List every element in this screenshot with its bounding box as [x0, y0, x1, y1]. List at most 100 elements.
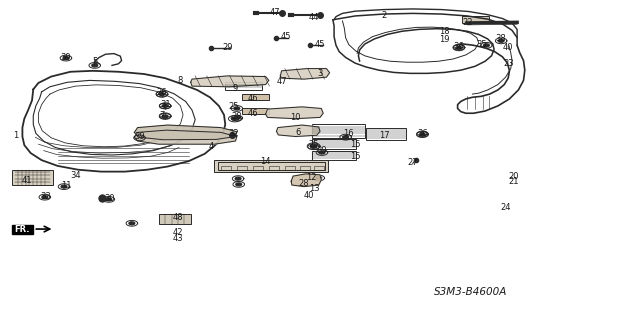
Text: 14: 14 [260, 157, 271, 166]
Text: 13: 13 [310, 184, 320, 193]
Bar [214, 160, 328, 172]
Text: 39: 39 [61, 53, 71, 62]
Text: 3: 3 [317, 69, 323, 78]
Bar [314, 166, 324, 170]
Polygon shape [276, 125, 320, 137]
Polygon shape [234, 117, 240, 119]
Text: 15: 15 [350, 140, 360, 149]
Polygon shape [191, 76, 269, 87]
Polygon shape [42, 196, 48, 198]
Polygon shape [234, 107, 240, 110]
Text: 11: 11 [61, 181, 71, 190]
Polygon shape [311, 145, 317, 148]
Text: 45: 45 [281, 32, 291, 41]
Text: 36: 36 [417, 129, 428, 138]
Polygon shape [163, 105, 168, 107]
Text: 34: 34 [70, 171, 81, 180]
Text: 22: 22 [462, 18, 472, 27]
Text: 35: 35 [477, 40, 487, 48]
Bar [242, 94, 269, 100]
Polygon shape [236, 183, 242, 186]
Text: 44: 44 [308, 13, 319, 22]
Text: 21: 21 [509, 177, 519, 186]
Bar [221, 166, 231, 170]
Text: 15: 15 [350, 152, 360, 161]
Polygon shape [310, 145, 317, 148]
Text: 32: 32 [228, 130, 239, 138]
Text: 48: 48 [173, 213, 183, 222]
Polygon shape [316, 177, 321, 179]
Text: 40: 40 [303, 191, 314, 200]
Text: 43: 43 [173, 234, 183, 243]
Text: FR.: FR. [15, 225, 30, 234]
Text: 28: 28 [232, 112, 242, 121]
Text: 10: 10 [291, 113, 301, 122]
Text: 31: 31 [160, 100, 170, 109]
Text: 18: 18 [440, 27, 450, 36]
Polygon shape [280, 69, 330, 79]
Bar [218, 162, 325, 170]
Text: 26: 26 [157, 88, 167, 97]
Polygon shape [63, 57, 69, 59]
Polygon shape [291, 174, 321, 187]
Text: 5: 5 [92, 57, 97, 66]
Text: 1: 1 [13, 131, 19, 140]
Text: 9: 9 [233, 84, 238, 93]
Text: 2: 2 [381, 11, 387, 20]
Polygon shape [484, 44, 489, 47]
Polygon shape [129, 222, 135, 225]
Polygon shape [134, 130, 237, 144]
Text: 19: 19 [440, 35, 450, 44]
Text: 33: 33 [41, 192, 51, 201]
Polygon shape [232, 117, 238, 120]
Polygon shape [134, 125, 237, 140]
Text: 47: 47 [276, 77, 287, 86]
Polygon shape [61, 185, 67, 188]
Polygon shape [266, 107, 323, 119]
Polygon shape [106, 198, 112, 201]
Bar [300, 166, 310, 170]
Text: 28: 28 [299, 179, 309, 188]
Text: 20: 20 [509, 172, 519, 181]
Bar [366, 128, 406, 140]
Text: 45: 45 [315, 40, 325, 49]
Polygon shape [236, 177, 241, 180]
Text: 4: 4 [209, 142, 214, 151]
Bar [159, 214, 191, 224]
Bar [269, 166, 279, 170]
Bar [312, 124, 365, 138]
Polygon shape [92, 64, 97, 67]
Text: 12: 12 [307, 173, 317, 182]
Bar [312, 151, 356, 160]
Text: 41: 41 [22, 176, 32, 185]
Bar [312, 139, 356, 149]
Polygon shape [159, 93, 165, 95]
Text: 39: 39 [134, 132, 145, 141]
Polygon shape [499, 40, 504, 42]
Polygon shape [12, 225, 33, 234]
Polygon shape [137, 137, 143, 139]
Polygon shape [163, 115, 168, 118]
Text: 8: 8 [178, 76, 183, 85]
Bar [285, 166, 295, 170]
Text: 7: 7 [159, 111, 164, 120]
Polygon shape [420, 133, 425, 136]
Polygon shape [343, 136, 349, 138]
Text: 47: 47 [270, 8, 280, 17]
Text: 25: 25 [308, 140, 319, 149]
Bar [253, 166, 263, 170]
Text: 23: 23 [504, 59, 514, 68]
Bar [225, 82, 262, 90]
Polygon shape [319, 151, 324, 154]
Text: 16: 16 [344, 129, 354, 137]
Text: 46: 46 [248, 94, 258, 103]
Bar [462, 16, 489, 23]
Text: 17: 17 [379, 131, 389, 140]
Text: 29: 29 [222, 43, 232, 52]
Text: 46: 46 [248, 109, 258, 118]
Text: 39: 39 [316, 146, 326, 155]
Bar [237, 166, 247, 170]
Text: 42: 42 [173, 228, 183, 237]
Text: 6: 6 [295, 128, 300, 137]
Text: 36: 36 [454, 42, 464, 51]
